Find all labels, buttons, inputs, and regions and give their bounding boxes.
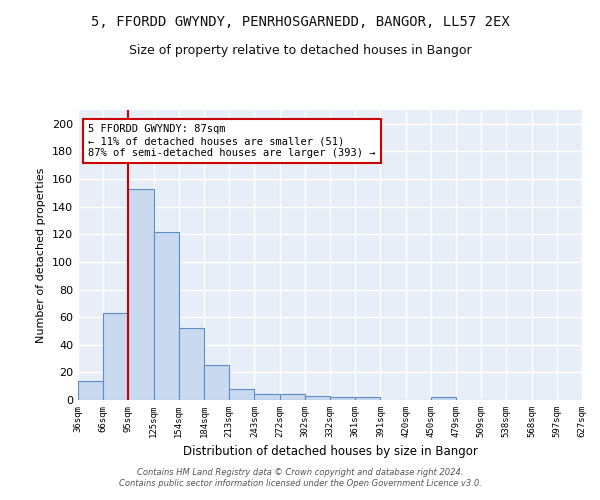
- Y-axis label: Number of detached properties: Number of detached properties: [37, 168, 46, 342]
- Bar: [128, 188, 154, 400]
- Bar: [305, 396, 330, 400]
- Text: 5 FFORDD GWYNDY: 87sqm
← 11% of detached houses are smaller (51)
87% of semi-det: 5 FFORDD GWYNDY: 87sqm ← 11% of detached…: [88, 124, 376, 158]
- Bar: [154, 232, 179, 400]
- Bar: [355, 397, 380, 400]
- Bar: [254, 394, 280, 400]
- Bar: [78, 380, 103, 400]
- Bar: [103, 313, 128, 400]
- X-axis label: Distribution of detached houses by size in Bangor: Distribution of detached houses by size …: [182, 446, 478, 458]
- Bar: [431, 397, 456, 400]
- Text: Size of property relative to detached houses in Bangor: Size of property relative to detached ho…: [128, 44, 472, 57]
- Bar: [204, 366, 229, 400]
- Bar: [179, 328, 204, 400]
- Bar: [330, 397, 355, 400]
- Text: 5, FFORDD GWYNDY, PENRHOSGARNEDD, BANGOR, LL57 2EX: 5, FFORDD GWYNDY, PENRHOSGARNEDD, BANGOR…: [91, 15, 509, 29]
- Bar: [229, 389, 254, 400]
- Text: Contains HM Land Registry data © Crown copyright and database right 2024.
Contai: Contains HM Land Registry data © Crown c…: [119, 468, 481, 487]
- Bar: [280, 394, 305, 400]
